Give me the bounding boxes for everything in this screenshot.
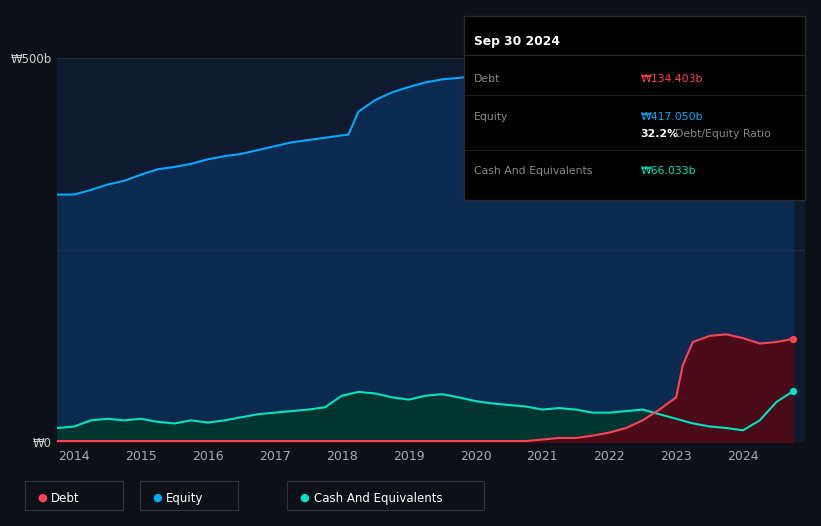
Text: Debt/Equity Ratio: Debt/Equity Ratio bbox=[675, 129, 771, 139]
Text: Debt: Debt bbox=[474, 74, 500, 84]
Text: Cash And Equivalents: Cash And Equivalents bbox=[474, 166, 592, 176]
Text: ₩134.403b: ₩134.403b bbox=[640, 74, 703, 84]
Point bbox=[787, 387, 800, 396]
Text: ●: ● bbox=[37, 493, 47, 503]
Text: Equity: Equity bbox=[474, 112, 508, 122]
Text: Sep 30 2024: Sep 30 2024 bbox=[474, 35, 560, 48]
Text: ₩66.033b: ₩66.033b bbox=[640, 166, 696, 176]
Text: ●: ● bbox=[152, 493, 162, 503]
Point bbox=[787, 335, 800, 343]
Text: Cash And Equivalents: Cash And Equivalents bbox=[314, 492, 443, 504]
Point bbox=[787, 117, 800, 126]
Text: Equity: Equity bbox=[166, 492, 204, 504]
Text: ●: ● bbox=[300, 493, 310, 503]
Text: Debt: Debt bbox=[51, 492, 80, 504]
Text: ₩417.050b: ₩417.050b bbox=[640, 112, 703, 122]
Text: 32.2%: 32.2% bbox=[640, 129, 678, 139]
